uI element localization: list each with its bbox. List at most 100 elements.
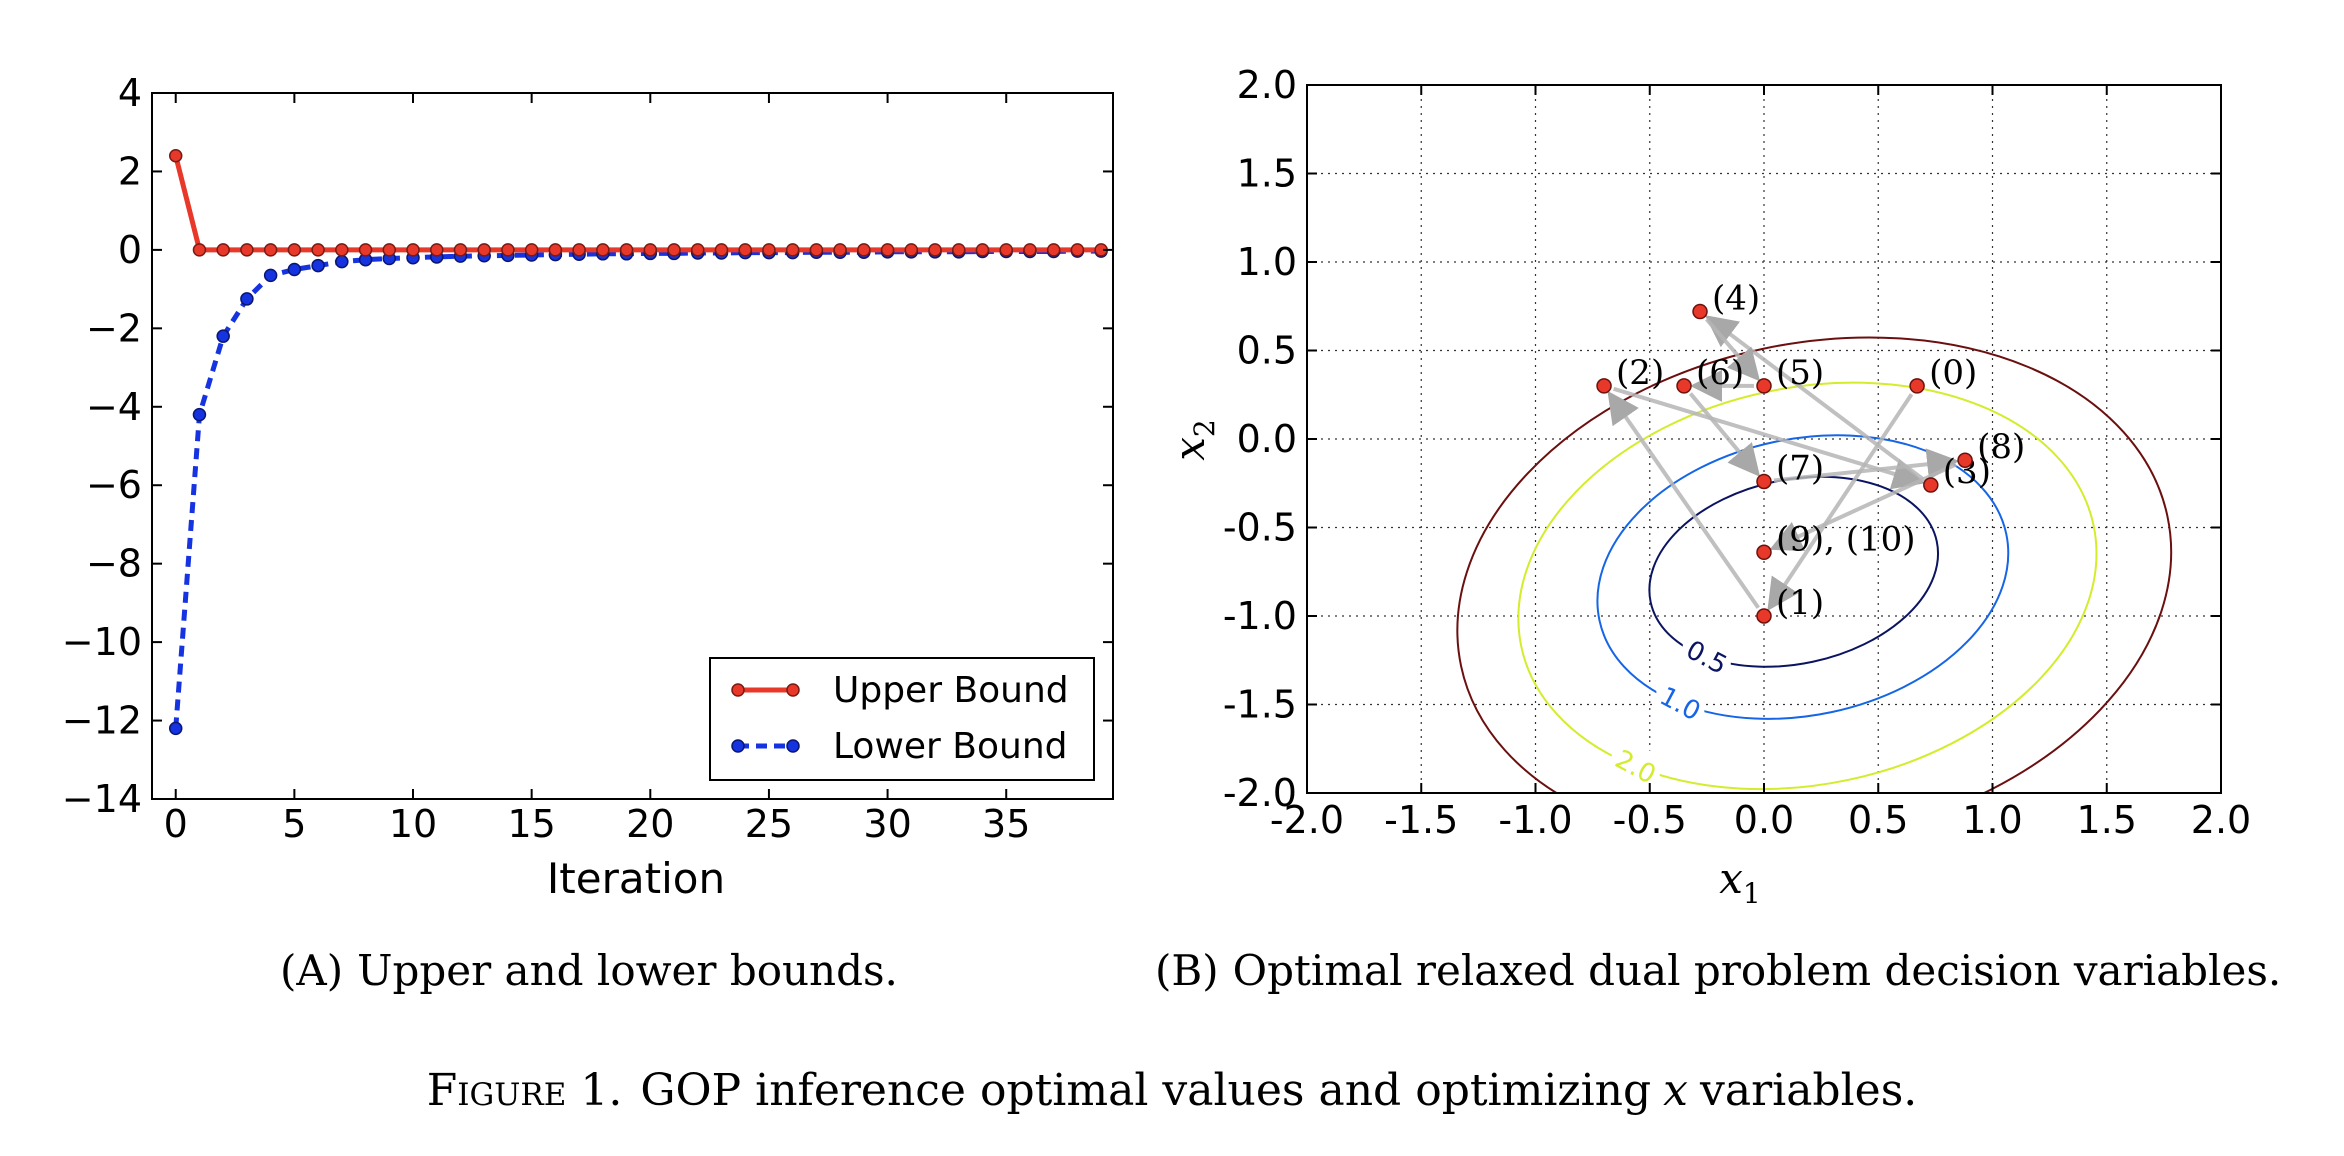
x-tick-label: 2.0 <box>2191 798 2251 842</box>
legend-lower-label: Lower Bound <box>833 726 1068 767</box>
iterate-label: (5) <box>1776 353 1824 393</box>
figure-caption-text: GOP inference optimal values and optimiz… <box>640 1065 1651 1116</box>
upper-bound-line <box>173 155 1102 253</box>
legend-lower-marker <box>731 739 745 753</box>
upper-bound-point <box>335 243 349 257</box>
dual-arrows <box>1607 315 1960 612</box>
upper-bound-point <box>785 243 800 257</box>
x-tick-label: 0.5 <box>1848 798 1908 842</box>
contour-1 <box>1596 434 2010 720</box>
dual-variables-chart: 0.51.02.0 (0)(1)(2)(3)(4)(5)(6)(7)(8)(9)… <box>1155 63 2281 995</box>
upper-bound-point <box>453 243 468 257</box>
x-tick-label: 20 <box>626 802 674 846</box>
bounds-series-lines <box>173 155 1102 729</box>
dual-caption-letter: (B) <box>1155 946 1219 995</box>
upper-bound-point <box>809 243 824 257</box>
y-tick-label: 2.0 <box>1237 63 1297 107</box>
y-tick-label: −12 <box>62 699 142 743</box>
iterate-label: (0) <box>1929 353 1977 393</box>
upper-bound-point <box>358 243 373 257</box>
figure-caption-prefix: Figure 1. <box>427 1065 623 1116</box>
legend-upper-label: Upper Bound <box>833 670 1069 711</box>
upper-bound-point <box>429 243 444 257</box>
y-tick-label: 0 <box>118 228 142 272</box>
dual-points: (0)(1)(2)(3)(4)(5)(6)(7)(8)(9), (10) <box>1596 279 2025 624</box>
bounds-legend: Upper Bound Lower Bound <box>709 657 1095 781</box>
iteration-arrow <box>1607 390 1760 609</box>
x-tick-label: 15 <box>507 802 555 846</box>
lower-bound-point <box>168 721 183 736</box>
upper-bound-point <box>168 149 183 163</box>
lower-bound-point <box>311 258 325 273</box>
contour-label-bg <box>1656 687 1705 718</box>
upper-bound-point <box>667 243 681 257</box>
bounds-series-points <box>168 149 1108 736</box>
bounds-plot-frame <box>151 92 1114 800</box>
x-tick-label: 35 <box>982 802 1030 846</box>
dual-caption-text: Optimal relaxed dual problem decision va… <box>1233 946 2282 995</box>
upper-bound-point <box>572 243 586 257</box>
upper-bound-point <box>311 243 325 257</box>
dual-x-axis-label: x1 <box>1719 854 1761 910</box>
upper-bound-point <box>762 243 776 257</box>
iterate-point <box>1596 378 1612 394</box>
y-tick-label: -0.5 <box>1223 506 1297 550</box>
upper-bound-point <box>477 243 491 257</box>
upper-bound-point <box>999 243 1013 257</box>
lower-bound-point <box>192 407 207 422</box>
lower-bound-point <box>335 254 349 269</box>
dual-grid <box>1306 84 2222 794</box>
dual-axis-ticks: -2.0 -1.5 -1.0 -0.5 0.0 0.5 1.0 1.5 2.0 2.0 1.5 1.0… <box>1223 63 2251 842</box>
iteration-arrow <box>1773 448 1960 483</box>
y-tick-label: 2 <box>118 149 142 193</box>
figure-caption-tail: variables. <box>1699 1065 1917 1116</box>
upper-bound-point <box>904 243 919 257</box>
iterate-point <box>1692 303 1708 320</box>
legend-upper-marker <box>731 683 745 697</box>
y-tick-label: −10 <box>62 620 142 664</box>
iterate-point <box>1923 477 1939 493</box>
contour-label-bg <box>1611 750 1660 781</box>
bounds-caption-letter: (A) <box>280 946 343 995</box>
iteration-arrow <box>1613 386 1926 490</box>
upper-bound-point <box>619 243 634 257</box>
iterate-point <box>1756 608 1772 624</box>
iteration-arrow <box>1704 315 1925 481</box>
iterate-label: (1) <box>1776 583 1824 623</box>
y-tick-label: -2.0 <box>1223 771 1297 815</box>
upper-bound-point <box>1046 243 1061 257</box>
lower-bound-line <box>173 248 1102 729</box>
y-tick-label: −14 <box>62 777 142 821</box>
upper-bound-point <box>596 243 610 257</box>
x-tick-label: 25 <box>745 802 793 846</box>
upper-bound-point <box>548 243 563 257</box>
y-tick-label: 0.5 <box>1237 329 1297 373</box>
legend-lower-marker <box>786 739 800 753</box>
legend-upper-marker <box>786 683 800 697</box>
iteration-arrow <box>1767 393 1914 612</box>
x-tick-label: 0 <box>164 802 188 846</box>
lower-bound-point <box>263 268 278 283</box>
x-tick-label: -0.5 <box>1613 798 1687 842</box>
figure-caption-variable: x <box>1663 1065 1688 1116</box>
lower-bound-point <box>287 262 302 277</box>
iterate-point <box>1756 544 1772 561</box>
lower-bound-point <box>240 292 254 306</box>
iterate-label: (2) <box>1616 353 1664 393</box>
y-tick-label: −4 <box>86 385 142 429</box>
iteration-arrow <box>1705 317 1761 382</box>
x-tick-label: 5 <box>282 802 306 846</box>
upper-bound-point <box>192 243 207 257</box>
contour-label-bg <box>1682 641 1731 672</box>
y-tick-label: 1.0 <box>1237 240 1297 284</box>
dual-y-axis-label: x2 <box>1165 419 1221 461</box>
upper-bound-point <box>643 243 658 257</box>
bounds-x-axis-label: Iteration <box>547 854 725 903</box>
y-tick-label: −6 <box>86 463 142 507</box>
y-tick-label: −2 <box>86 306 142 350</box>
upper-bound-point <box>857 243 871 257</box>
x-tick-label: -1.5 <box>1384 798 1458 842</box>
iterate-label: (4) <box>1712 279 1760 319</box>
iterate-label: (6) <box>1696 353 1744 393</box>
